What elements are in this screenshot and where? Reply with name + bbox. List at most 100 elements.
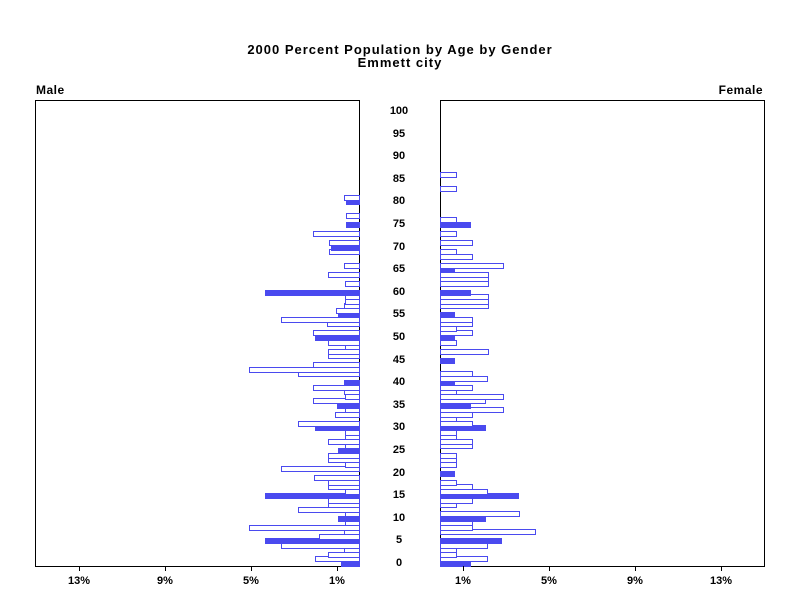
age-axis-label-5: 5 bbox=[395, 534, 403, 547]
pyramid-bar-female-age-30 bbox=[440, 425, 486, 432]
pyramid-bar-male-age-55 bbox=[338, 312, 360, 319]
pyramid-bar-male-age-71 bbox=[329, 240, 360, 247]
percent-label-female-9%: 9% bbox=[627, 575, 643, 587]
pyramid-bar-male-age-43 bbox=[249, 366, 360, 373]
female-panel-label: Female bbox=[718, 83, 763, 97]
age-axis-label-35: 35 bbox=[392, 398, 406, 411]
pyramid-bar-male-age-75 bbox=[346, 222, 360, 228]
pyramid-bar-male-age-36 bbox=[313, 398, 360, 405]
pyramid-bar-male-age-60 bbox=[265, 289, 360, 296]
chart-subtitle: Emmett city bbox=[357, 55, 443, 70]
pyramid-bar-male-age-66 bbox=[344, 262, 360, 269]
pyramid-bar-male-age-21 bbox=[281, 466, 360, 473]
female-panel bbox=[440, 100, 765, 567]
pyramid-bar-female-age-5 bbox=[440, 538, 502, 545]
pyramid-bar-male-age-70 bbox=[331, 244, 360, 251]
pyramid-bar-female-age-69 bbox=[440, 249, 457, 256]
pyramid-bar-female-age-20 bbox=[440, 470, 455, 477]
pyramid-bar-female-age-55 bbox=[440, 312, 455, 319]
pyramid-bar-male-age-80 bbox=[346, 199, 360, 206]
percent-tick-female-13% bbox=[721, 566, 722, 571]
pyramid-bar-female-age-60 bbox=[440, 289, 471, 296]
pyramid-bar-female-age-0 bbox=[440, 561, 471, 567]
percent-tick-male-9% bbox=[165, 566, 166, 571]
pyramid-bar-female-age-37 bbox=[440, 393, 504, 400]
age-axis-label-40: 40 bbox=[392, 376, 406, 389]
pyramid-bar-female-age-35 bbox=[440, 402, 471, 409]
pyramid-bar-female-age-18 bbox=[440, 479, 457, 486]
pyramid-bar-female-age-75 bbox=[440, 222, 471, 228]
pyramid-bar-male-age-8 bbox=[249, 524, 360, 531]
age-axis-label-20: 20 bbox=[392, 466, 406, 479]
pyramid-bar-male-age-47 bbox=[328, 348, 360, 355]
male-panel bbox=[35, 100, 360, 567]
percent-tick-female-1% bbox=[463, 566, 464, 571]
pyramid-bar-male-age-27 bbox=[328, 438, 360, 445]
age-axis-label-80: 80 bbox=[392, 195, 406, 208]
percent-label-female-5%: 5% bbox=[541, 575, 557, 587]
pyramid-bar-female-age-64 bbox=[440, 271, 489, 278]
age-axis-label-90: 90 bbox=[392, 150, 406, 163]
pyramid-bar-female-age-66 bbox=[440, 262, 504, 269]
pyramid-bar-female-age-34 bbox=[440, 407, 504, 414]
pyramid-bar-male-age-64 bbox=[328, 271, 360, 278]
pyramid-bar-male-age-6 bbox=[319, 533, 360, 540]
pyramid-bar-male-age-25 bbox=[338, 448, 360, 454]
pyramid-bar-male-age-30 bbox=[315, 425, 360, 432]
pyramid-bar-female-age-42 bbox=[440, 371, 473, 378]
pyramid-bar-female-age-73 bbox=[440, 231, 457, 238]
pyramid-bar-female-age-86 bbox=[440, 172, 457, 179]
percent-tick-female-5% bbox=[549, 566, 550, 571]
pyramid-bar-male-age-73 bbox=[313, 231, 360, 238]
pyramid-bar-female-age-15 bbox=[440, 493, 519, 500]
pyramid-bar-male-age-40 bbox=[344, 380, 360, 387]
percent-label-male-5%: 5% bbox=[243, 575, 259, 587]
chart-title: 2000 Percent Population by Age by Gender bbox=[247, 42, 553, 57]
pyramid-bar-male-age-15 bbox=[265, 493, 360, 500]
age-axis-label-65: 65 bbox=[392, 263, 406, 276]
age-axis-label-60: 60 bbox=[392, 285, 406, 298]
pyramid-bar-male-age-35 bbox=[337, 402, 360, 409]
pyramid-bar-female-age-7 bbox=[440, 529, 536, 536]
pyramid-bar-male-age-5 bbox=[265, 538, 360, 545]
age-axis-label-95: 95 bbox=[392, 127, 406, 140]
pyramid-bar-male-age-50 bbox=[315, 335, 360, 341]
percent-label-female-1%: 1% bbox=[455, 575, 471, 587]
pyramid-bar-male-age-77 bbox=[346, 212, 360, 219]
percent-label-male-13%: 13% bbox=[67, 575, 91, 587]
percent-label-male-1%: 1% bbox=[329, 575, 345, 587]
pyramid-bar-male-age-31 bbox=[298, 420, 360, 427]
pyramid-bar-female-age-10 bbox=[440, 515, 486, 522]
pyramid-bar-female-age-50 bbox=[440, 335, 455, 341]
pyramid-bar-male-age-81 bbox=[344, 194, 360, 201]
age-axis-label-25: 25 bbox=[392, 444, 406, 456]
age-axis-label-75: 75 bbox=[392, 218, 406, 230]
pyramid-bar-female-age-83 bbox=[440, 185, 457, 192]
percent-tick-male-13% bbox=[79, 566, 80, 571]
age-axis-label-30: 30 bbox=[392, 421, 406, 434]
pyramid-bar-female-age-1 bbox=[440, 556, 488, 563]
age-axis-label-45: 45 bbox=[392, 353, 406, 366]
pyramid-bar-female-age-45 bbox=[440, 357, 455, 364]
pyramid-bar-male-age-51 bbox=[313, 330, 360, 337]
pyramid-bar-female-age-24 bbox=[440, 452, 457, 459]
pyramid-bar-male-age-39 bbox=[313, 384, 360, 391]
age-axis-label-50: 50 bbox=[392, 331, 406, 343]
pyramid-bar-female-age-65 bbox=[440, 267, 455, 274]
pyramid-bar-female-age-11 bbox=[440, 511, 520, 518]
percent-label-female-13%: 13% bbox=[709, 575, 733, 587]
pyramid-bar-male-age-44 bbox=[313, 362, 360, 369]
pyramid-bar-female-age-54 bbox=[440, 316, 473, 323]
pyramid-bar-male-age-62 bbox=[345, 280, 360, 287]
age-axis-label-15: 15 bbox=[392, 489, 406, 502]
percent-tick-male-5% bbox=[251, 566, 252, 571]
pyramid-bar-female-age-40 bbox=[440, 380, 455, 387]
pyramid-bar-male-age-10 bbox=[338, 515, 360, 522]
pyramid-bar-male-age-0 bbox=[341, 561, 360, 567]
pyramid-bar-female-age-76 bbox=[440, 217, 457, 224]
percent-label-male-9%: 9% bbox=[157, 575, 173, 587]
age-axis-label-85: 85 bbox=[392, 172, 406, 185]
age-axis-label-100: 100 bbox=[389, 105, 409, 117]
pyramid-bar-male-age-19 bbox=[314, 475, 360, 482]
